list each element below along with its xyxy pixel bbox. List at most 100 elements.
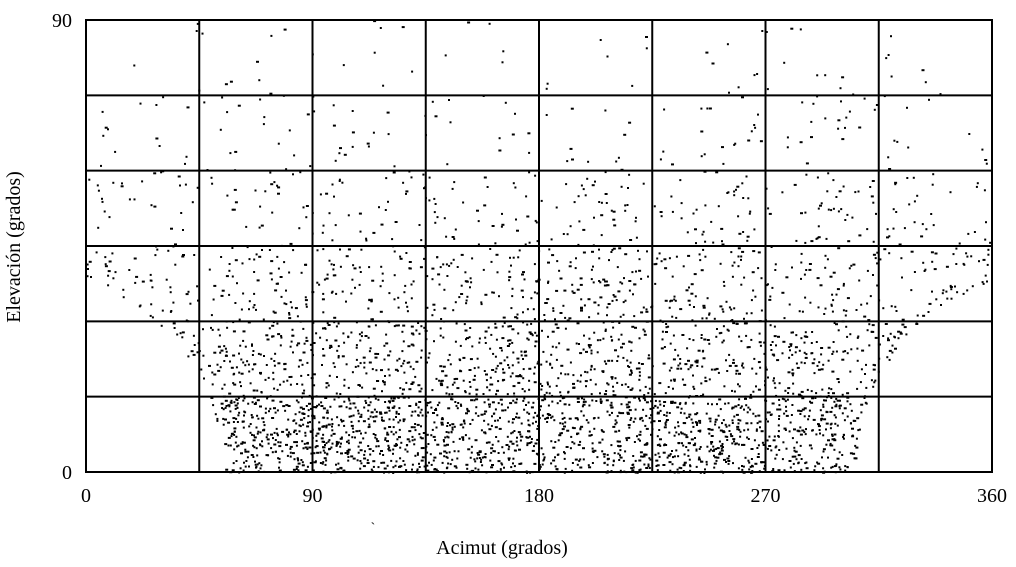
scatter-point [487,398,490,401]
scatter-point [363,366,366,369]
scatter-point [744,322,748,325]
scatter-point [453,181,456,184]
scatter-point [381,419,385,422]
scatter-point [519,433,522,436]
scatter-point [447,359,450,362]
scatter-point [663,443,666,446]
scatter-point [584,370,587,373]
scatter-point [292,249,295,252]
scatter-point [987,253,990,256]
scatter-point [682,265,685,268]
scatter-point [507,457,511,460]
scatter-point [514,112,516,115]
scatter-point [359,415,363,418]
scatter-point [172,245,175,248]
scatter-point [97,226,100,229]
scatter-point [585,350,588,353]
scatter-point [224,399,228,402]
scatter-point [512,418,515,421]
scatter-point [848,267,851,270]
scatter-point [392,397,396,400]
scatter-point [820,419,823,422]
scatter-point [373,420,377,423]
scatter-point [839,87,842,90]
scatter-point [573,442,576,445]
scatter-point [629,361,632,364]
scatter-point [441,461,444,464]
scatter-point [423,465,426,468]
scatter-point [940,304,942,306]
scatter-point [721,308,724,311]
scatter-point [420,325,423,328]
scatter-point [321,298,325,301]
scatter-point [930,251,934,254]
scatter-point [259,353,262,356]
scatter-point [363,361,366,364]
scatter-point [526,215,530,218]
scatter-point [327,423,331,426]
scatter-point [542,459,545,462]
scatter-point [221,96,224,99]
scatter-point [463,419,466,422]
scatter-point [273,364,276,367]
scatter-point [543,319,546,322]
scatter-point [685,416,688,419]
scatter-point [283,302,286,305]
scatter-point [492,291,495,294]
scatter-point [335,463,337,466]
scatter-point [754,295,757,298]
scatter-point [411,70,414,73]
scatter-point [616,415,619,418]
scatter-point [398,436,401,439]
scatter-point [233,433,236,436]
scatter-point [230,432,234,435]
scatter-point [337,356,340,359]
scatter-point [905,333,908,336]
scatter-point [288,431,290,434]
scatter-point [790,27,794,30]
scatter-point [584,400,587,403]
scatter-point [430,406,433,409]
scatter-point [443,450,447,453]
scatter-point [876,251,879,254]
scatter-point [838,404,842,407]
scatter-point [856,336,859,339]
scatter-point [537,360,540,363]
scatter-point [531,449,535,452]
scatter-point [501,337,505,340]
scatter-point [348,415,351,418]
scatter-point [426,404,429,407]
scatter-point [251,343,253,346]
scatter-point [283,368,287,371]
scatter-point [423,257,426,260]
scatter-point [184,162,186,165]
scatter-point [791,437,794,440]
scatter-point [700,337,703,339]
scatter-point [236,402,239,405]
scatter-point [320,401,323,404]
scatter-point [373,408,376,411]
scatter-point [758,320,762,323]
scatter-point [721,240,723,243]
scatter-point [716,447,720,450]
scatter-point [543,458,546,461]
scatter-point [239,344,242,347]
scatter-point [784,400,787,403]
scatter-point [141,180,144,183]
scatter-point [545,417,549,420]
scatter-point [333,316,337,319]
scatter-point [543,396,546,399]
scatter-point [278,457,281,460]
scatter-point [599,392,601,395]
scatter-point [225,275,229,278]
scatter-point [477,453,481,456]
scatter-point [612,385,614,388]
scatter-point [345,363,348,366]
scatter-point [302,206,305,209]
scatter-point [842,437,845,440]
scatter-point [483,370,486,372]
scatter-point [670,401,673,403]
scatter-point [639,389,642,392]
scatter-point [198,89,201,92]
